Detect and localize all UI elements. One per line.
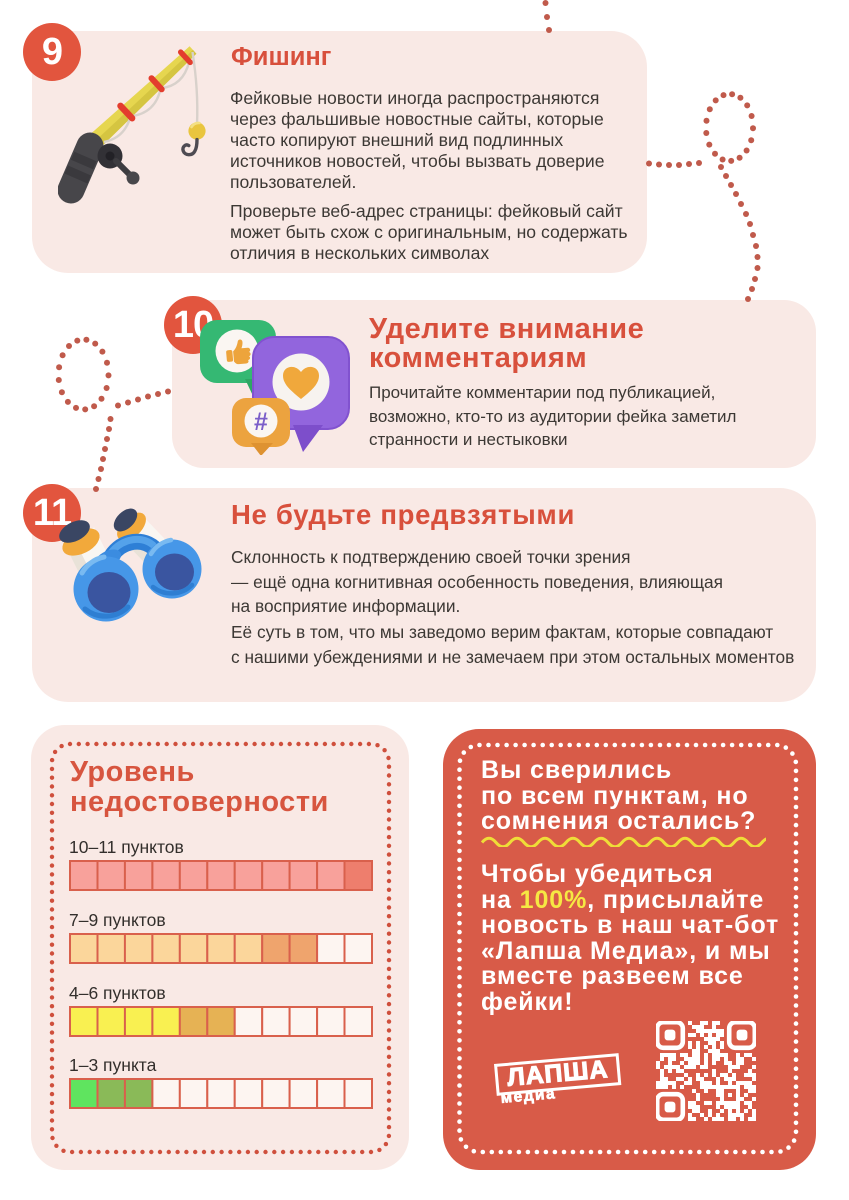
svg-text:#: # — [254, 408, 268, 436]
